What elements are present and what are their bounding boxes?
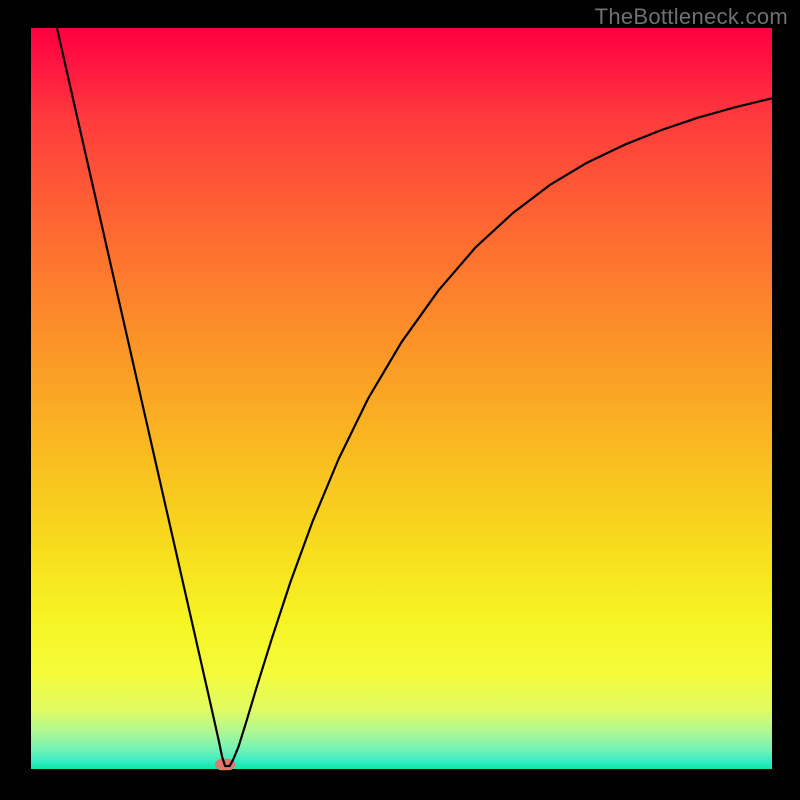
watermark-text: TheBottleneck.com <box>595 4 788 30</box>
chart-svg <box>0 0 800 800</box>
bottleneck-chart: TheBottleneck.com <box>0 0 800 800</box>
